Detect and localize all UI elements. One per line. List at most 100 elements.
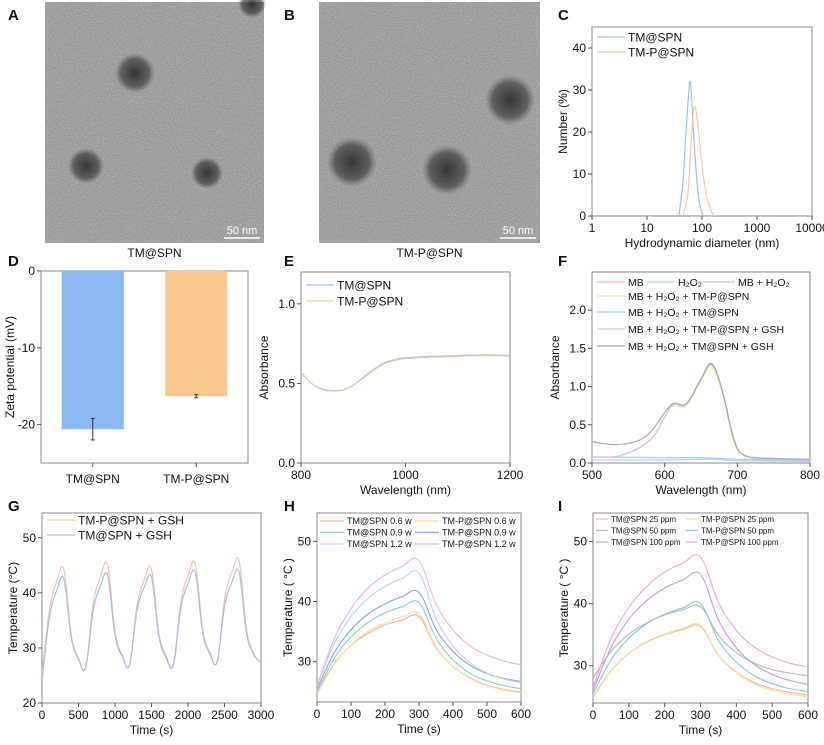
series-line-6 [593, 554, 808, 688]
plot-frame [40, 270, 249, 464]
x-axis-title: Time (s) [130, 723, 174, 737]
x-tick-label: 0 [39, 708, 46, 722]
x-tick-label: 600 [655, 468, 675, 482]
x-axis-title: Hydrodynamic diameter (nm) [625, 236, 780, 250]
legend-label: TM-P@SPN 25 ppm [701, 515, 774, 524]
image-caption: TM@SPN [127, 246, 181, 260]
y-axis-title: Temperature (°C) [6, 562, 20, 654]
bar-1 [61, 271, 124, 430]
legend-label: TM-P@SPN + GSH [78, 513, 184, 527]
scale-bar-label: 50 nm [227, 225, 258, 237]
series-line-3 [593, 604, 808, 679]
x-tick-label: 2000 [175, 708, 202, 722]
y-tick-label: 40 [574, 597, 588, 611]
legend-label: TM-P@SPN 0.6 w [442, 516, 516, 526]
panel-label-d: D [8, 253, 19, 270]
tem-noise-texture [45, 2, 264, 243]
y-tick-label: 0.0 [569, 456, 586, 470]
legend-label: TM@SPN [628, 30, 682, 44]
legend-label: TM-P@SPN 50 ppm [701, 526, 774, 535]
legend-label: MB + H₂O₂ + TM@SPN [628, 307, 739, 319]
panel-label-h: H [284, 498, 295, 515]
x-tick-label: 1500 [138, 708, 165, 722]
x-tick-label: 100 [619, 708, 639, 722]
panel-label-g: G [8, 498, 20, 515]
y-tick-label: 50 [298, 534, 312, 548]
panel-label-b: B [284, 7, 295, 24]
y-axis-title: Number (%) [556, 89, 570, 154]
series-line-1 [42, 556, 261, 676]
bar-2 [165, 271, 228, 397]
x-tick-label: TM-P@SPN [163, 472, 229, 486]
nanoparticle [422, 145, 472, 195]
y-tick-label: -10 [18, 341, 36, 355]
panel-label-a: A [8, 7, 19, 24]
nanoparticle [68, 148, 104, 184]
x-tick-label: 3000 [248, 708, 275, 722]
legend-label: TM-P@SPN 0.9 w [442, 528, 516, 538]
chart-panel-f: 0.0 0.5 1.0 1.5 2.0 Absorbance 500 600 700 800 Wav… [548, 271, 820, 497]
x-tick-label: 500 [477, 707, 497, 721]
series-line-2 [593, 623, 808, 699]
chart-panel-c: 0 10 20 30 40 Number (%) 1 10 100 1000 10000 Hydrod… [556, 26, 824, 250]
legend-label: H₂O₂ [678, 277, 702, 289]
x-tick-label: 800 [291, 468, 311, 482]
y-tick-label: 1.5 [569, 341, 586, 355]
y-tick-label: 0 [28, 264, 35, 278]
series-line-5 [592, 456, 810, 462]
x-tick-label: 10000 [795, 221, 824, 235]
legend-label: TM@SPN 1.2 w [347, 539, 412, 549]
legend-label: TM@SPN + GSH [78, 528, 172, 542]
x-tick-label: 1 [589, 221, 596, 235]
x-tick-label: 0 [314, 707, 321, 721]
y-axis-title: Zeta potential (mV) [3, 316, 17, 418]
series-line-1 [593, 624, 808, 698]
panel-label-f: F [558, 253, 567, 270]
legend-label: TM@SPN 25 ppm [611, 515, 676, 524]
y-tick-label: 1.0 [569, 380, 586, 394]
x-tick-label: 400 [726, 708, 746, 722]
series-line-5 [317, 570, 521, 686]
legend-label: TM@SPN 50 ppm [611, 526, 676, 535]
x-tick-label: 100 [692, 221, 712, 235]
x-tick-label: 1000 [102, 708, 129, 722]
series-line-3 [317, 600, 521, 693]
x-tick-label: 500 [68, 708, 88, 722]
nanoparticle [327, 137, 377, 187]
series-line-1 [317, 614, 521, 693]
series-line-2 [42, 568, 261, 682]
y-tick-label: 0.0 [278, 456, 295, 470]
y-tick-label: 50 [574, 535, 588, 549]
legend-label: TM@SPN [337, 278, 391, 292]
x-tick-label: 300 [690, 708, 710, 722]
y-tick-label: 30 [23, 641, 37, 655]
panel-label-e: E [284, 253, 294, 270]
legend-label: TM-P@SPN 100 ppm [701, 538, 779, 547]
y-axis-title: Temperature ( °C ) [557, 559, 571, 658]
legend-label: MB + H₂O₂ + TM@SPN + GSH [628, 341, 774, 353]
y-tick-label: 40 [573, 41, 587, 55]
y-tick-label: 2.0 [569, 303, 586, 317]
y-tick-label: 50 [23, 531, 37, 545]
y-axis-title: Temperature ( °C ) [281, 558, 295, 657]
nanoparticle [115, 53, 155, 93]
x-tick-label: 2500 [211, 708, 238, 722]
x-tick-label: 400 [443, 707, 463, 721]
x-tick-label: 600 [798, 708, 818, 722]
y-tick-label: 40 [23, 586, 37, 600]
panel-label-i: I [558, 498, 562, 515]
x-tick-label: 500 [762, 708, 782, 722]
series-line-4 [593, 601, 808, 694]
legend-label: MB + H₂O₂ [738, 277, 790, 289]
series-line-6 [317, 557, 521, 686]
x-tick-label: 100 [341, 707, 361, 721]
x-axis-title: Time (s) [679, 723, 723, 737]
legend-label: MB + H₂O₂ + TM-P@SPN + GSH [628, 324, 784, 336]
x-tick-label: 200 [375, 707, 395, 721]
y-tick-label: 30 [573, 83, 587, 97]
x-tick-label: 200 [655, 708, 675, 722]
